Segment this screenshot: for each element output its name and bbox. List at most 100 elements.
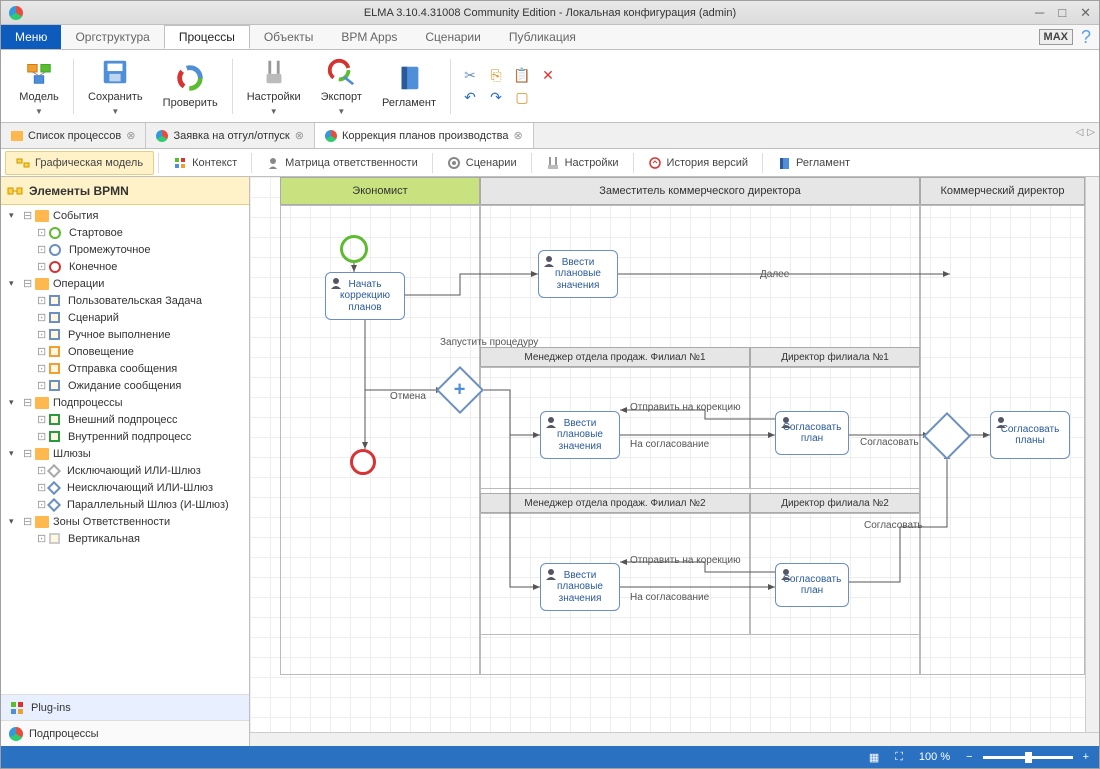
maximize-icon[interactable]: □ [1058, 5, 1066, 21]
tree-item-1-4[interactable]: ⊡Отправка сообщения [1, 360, 249, 377]
task-t7[interactable]: Согласовать план [775, 563, 849, 607]
sublane-0[interactable]: Менеджер отдела продаж. Филиал №1 [480, 347, 750, 367]
sublane-1[interactable]: Директор филиала №1 [750, 347, 920, 367]
undo-icon[interactable]: ↶ [461, 88, 479, 106]
cut-icon[interactable]: ✂ [461, 66, 479, 84]
tree-item-2-1[interactable]: ⊡Внутренний подпроцесс [1, 428, 249, 445]
app-logo-icon [9, 6, 23, 20]
tree-item-4-0[interactable]: ⊡Вертикальная [1, 530, 249, 547]
lane-header-1[interactable]: Заместитель коммерческого директора [480, 177, 920, 205]
sidebar-section-1[interactable]: Подпроцессы [1, 720, 249, 746]
menu-item-4[interactable]: Сценарии [411, 25, 494, 49]
close-icon[interactable]: ✕ [1080, 5, 1091, 21]
edge-label-4: На согласование [630, 439, 709, 450]
menu-item-0[interactable]: Оргструктура [61, 25, 163, 49]
scrollbar-vertical[interactable] [1085, 177, 1099, 732]
tree-group-1[interactable]: ▾⊟Операции [1, 275, 249, 292]
tabs-next-icon[interactable]: ▷ [1087, 127, 1095, 138]
tree-group-4[interactable]: ▾⊟Зоны Ответственности [1, 513, 249, 530]
ribbon-toolbar: Модель▼Сохранить▼ПроверитьНастройки▼Эксп… [1, 50, 1099, 123]
fit-icon[interactable]: ⛶ [895, 751, 903, 764]
folder-icon [35, 278, 49, 290]
sidebar-section-0[interactable]: Plug-ins [1, 694, 249, 720]
tree-item-0-1[interactable]: ⊡Промежуточное [1, 241, 249, 258]
scrollbar-horizontal[interactable] [250, 732, 1099, 746]
sub-tab-2[interactable]: Матрица ответственности [256, 152, 428, 174]
toolbar-Регламент[interactable]: Регламент [372, 59, 446, 113]
tree-item-1-2[interactable]: ⊡Ручное выполнение [1, 326, 249, 343]
zoom-in-icon[interactable]: + [1083, 751, 1089, 763]
task-t6[interactable]: Ввести плановые значения [540, 563, 620, 611]
tree-item-1-3[interactable]: ⊡Оповещение [1, 343, 249, 360]
tree-item-3-2[interactable]: ⊡Параллельный Шлюз (И-Шлюз) [1, 496, 249, 513]
menu-main-button[interactable]: Меню [1, 25, 61, 49]
start-event[interactable] [340, 235, 368, 263]
zoom-slider[interactable]: − + [966, 751, 1089, 763]
tree-item-1-0[interactable]: ⊡Пользовательская Задача [1, 292, 249, 309]
toolbar-Проверить[interactable]: Проверить [153, 59, 228, 113]
tree-group-3[interactable]: ▾⊟Шлюзы [1, 445, 249, 462]
help-icon[interactable]: ? [1081, 27, 1091, 48]
sub-tab-1[interactable]: Контекст [163, 152, 247, 174]
sidebar-tree: ▾⊟События⊡Стартовое⊡Промежуточное⊡Конечн… [1, 205, 249, 694]
toolbar-Модель[interactable]: Модель▼ [9, 53, 69, 120]
statusbar: ▦ ⛶ 100 % − + [1, 746, 1099, 768]
sub-tab-3[interactable]: Сценарии [437, 152, 527, 174]
sublane-3[interactable]: Директор филиала №2 [750, 493, 920, 513]
minimize-icon[interactable]: ─ [1035, 5, 1044, 21]
tab-close-icon[interactable]: ⊗ [295, 129, 304, 142]
tree-item-2-0[interactable]: ⊡Внешний подпроцесс [1, 411, 249, 428]
sidebar-header-label: Элементы BPMN [29, 184, 129, 198]
sub-tab-0[interactable]: Графическая модель [5, 151, 154, 175]
edge-label-8: На согласование [630, 592, 709, 603]
menu-item-1[interactable]: Процессы [164, 25, 250, 49]
clipboard-icon[interactable]: ▢ [513, 88, 531, 106]
menu-item-5[interactable]: Публикация [495, 25, 590, 49]
tree-item-0-2[interactable]: ⊡Конечное [1, 258, 249, 275]
tree-group-0[interactable]: ▾⊟События [1, 207, 249, 224]
tabs-prev-icon[interactable]: ◁ [1076, 127, 1084, 138]
task-t1[interactable]: Начать коррекцию планов [325, 272, 405, 320]
tree-item-3-0[interactable]: ⊡Исключающий ИЛИ-Шлюз [1, 462, 249, 479]
doc-tab-2[interactable]: Коррекция планов производства⊗ [315, 123, 534, 148]
toolbar-Настройки[interactable]: Настройки▼ [237, 53, 311, 120]
end-event[interactable] [350, 449, 376, 475]
delete-icon[interactable]: ✕ [539, 66, 557, 84]
tree-item-3-1[interactable]: ⊡Неисключающий ИЛИ-Шлюз [1, 479, 249, 496]
toolbar-Экспорт[interactable]: Экспорт▼ [311, 53, 372, 120]
sublane-2[interactable]: Менеджер отдела продаж. Филиал №2 [480, 493, 750, 513]
copy-icon[interactable]: ⎘ [487, 66, 505, 84]
menu-item-2[interactable]: Объекты [250, 25, 328, 49]
task-t5[interactable]: Согласовать планы [990, 411, 1070, 459]
folder-icon [35, 397, 49, 409]
doc-tab-0[interactable]: Список процессов⊗ [1, 123, 146, 148]
task-t4[interactable]: Согласовать план [775, 411, 849, 455]
lane-header-2[interactable]: Коммерческий директор [920, 177, 1085, 205]
tree-item-1-1[interactable]: ⊡Сценарий [1, 309, 249, 326]
tab-close-icon[interactable]: ⊗ [126, 129, 135, 142]
menu-item-3[interactable]: BPM Apps [327, 25, 411, 49]
user-icon [544, 415, 558, 429]
lane-header-0[interactable]: Экономист [280, 177, 480, 205]
user-icon [544, 567, 558, 581]
task-t3[interactable]: Ввести плановые значения [540, 411, 620, 459]
bpmn-icon [7, 183, 23, 199]
sub-tab-5[interactable]: История версий [638, 152, 758, 174]
sub-tab-4[interactable]: Настройки [536, 152, 629, 174]
edge-label-1: Запустить процедуру [440, 337, 538, 348]
tree-item-0-0[interactable]: ⊡Стартовое [1, 224, 249, 241]
sub-tab-6[interactable]: Регламент [767, 152, 860, 174]
zoom-out-icon[interactable]: − [966, 751, 972, 763]
grid-icon[interactable]: ▦ [869, 751, 879, 764]
redo-icon[interactable]: ↷ [487, 88, 505, 106]
task-t2[interactable]: Ввести плановые значения [538, 250, 618, 298]
bpmn-canvas[interactable]: ЭкономистЗаместитель коммерческого дирек… [250, 177, 1099, 746]
tab-close-icon[interactable]: ⊗ [513, 129, 522, 142]
paste-icon[interactable]: 📋 [513, 66, 531, 84]
tree-group-2[interactable]: ▾⊟Подпроцессы [1, 394, 249, 411]
edge-label-2: Отмена [390, 391, 426, 402]
toolbar-Сохранить[interactable]: Сохранить▼ [78, 53, 153, 120]
doc-tab-1[interactable]: Заявка на отгул/отпуск⊗ [146, 123, 314, 148]
editor-sub-tabs: Графическая модель Контекст Матрица ответс… [1, 149, 1099, 177]
tree-item-1-5[interactable]: ⊡Ожидание сообщения [1, 377, 249, 394]
